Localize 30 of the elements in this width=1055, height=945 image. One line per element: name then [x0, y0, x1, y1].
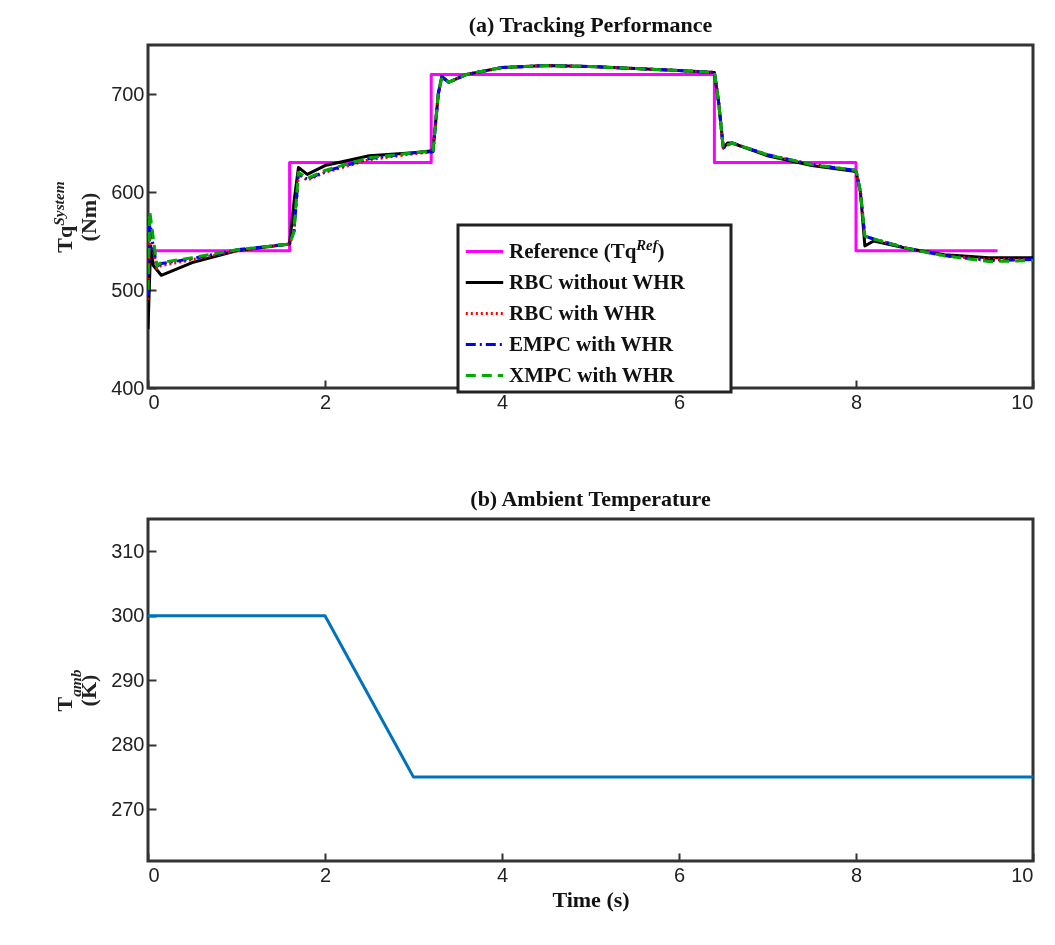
- legend-label: EMPC with WHR: [509, 331, 674, 356]
- chart-title: (b) Ambient Temperature: [470, 486, 711, 511]
- x-tick-label: 4: [496, 390, 509, 413]
- legend-label: XMPC with WHR: [509, 362, 676, 387]
- chart-title: (a) Tracking Performance: [468, 12, 713, 37]
- x-tick-label: 2: [319, 390, 332, 413]
- y-tick-label: 290: [111, 668, 145, 691]
- x-tick-label: 0: [148, 390, 160, 413]
- x-axis-title: Time (s): [552, 886, 630, 912]
- x-tick-label: 10: [1011, 390, 1034, 413]
- x-tick-label: 4: [496, 863, 509, 886]
- y-tick-label: 310: [111, 539, 145, 562]
- x-tick-label: 8: [850, 390, 863, 413]
- y-tick-label: 500: [111, 278, 145, 301]
- legend-label: RBC with WHR: [509, 300, 657, 325]
- y-axis-title: Tq$^{System}$ (Nm): [49, 181, 102, 253]
- y-tick-label: 270: [111, 797, 145, 820]
- y-tick-label: 300: [111, 604, 145, 627]
- x-tick-label: 2: [319, 863, 332, 886]
- x-tick-label: 10: [1011, 863, 1034, 886]
- y-tick-label: 280: [111, 733, 145, 756]
- legend-label: RBC without WHR: [509, 269, 686, 294]
- legend-label: Reference (Tq$^{Ref}$): [509, 236, 665, 263]
- x-tick-label: 0: [148, 863, 160, 886]
- y-tick-label: 400: [111, 376, 145, 399]
- x-tick-label: 6: [673, 863, 686, 886]
- y-tick-label: 700: [111, 82, 145, 105]
- x-tick-label: 6: [673, 390, 686, 413]
- y-tick-label: 600: [111, 180, 145, 203]
- x-tick-label: 8: [850, 863, 863, 886]
